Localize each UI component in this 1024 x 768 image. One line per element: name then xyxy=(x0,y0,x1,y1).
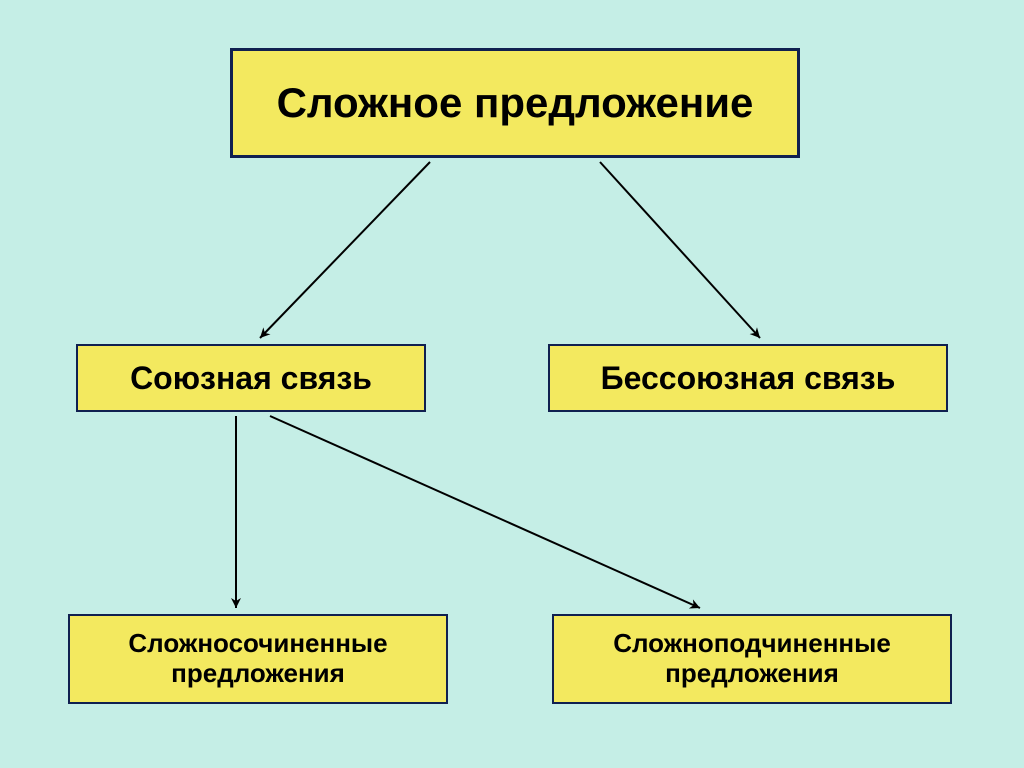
node-nonunion-label: Бессоюзная связь xyxy=(601,360,896,397)
edge-1 xyxy=(600,162,760,338)
node-union-label: Союзная связь xyxy=(130,360,372,397)
node-complex-label: Сложноподчиненные предложения xyxy=(562,629,942,689)
node-complex: Сложноподчиненные предложения xyxy=(552,614,952,704)
node-compound-label: Сложносочиненные предложения xyxy=(78,629,438,689)
node-compound: Сложносочиненные предложения xyxy=(68,614,448,704)
node-union: Союзная связь xyxy=(76,344,426,412)
node-nonunion: Бессоюзная связь xyxy=(548,344,948,412)
node-root-label: Сложное предложение xyxy=(277,79,754,127)
edge-3 xyxy=(270,416,700,608)
node-root: Сложное предложение xyxy=(230,48,800,158)
edge-0 xyxy=(260,162,430,338)
